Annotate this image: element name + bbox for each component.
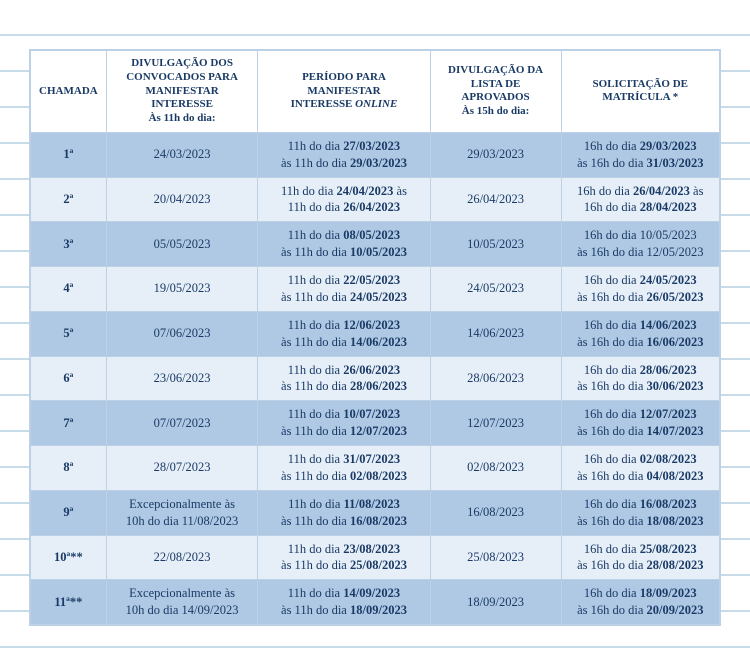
table-row: 6ª23/06/202311h do dia 26/06/2023às 11h …: [31, 356, 720, 401]
table-body: 1ª24/03/202311h do dia 27/03/2023às 11h …: [31, 132, 720, 624]
header-label: DIVULGAÇÃO DA: [448, 64, 543, 76]
header-label: APROVADOS: [461, 91, 529, 103]
cell-aprovados: 10/05/2023: [430, 222, 561, 267]
table-row: 11ª**Excepcionalmente às10h do dia 14/09…: [31, 580, 720, 625]
cell-matricula: 16h do dia 14/06/2023às 16h do dia 16/06…: [561, 311, 719, 356]
col-divulgacao-convocados: DIVULGAÇÃO DOS CONVOCADOS PARA MANIFESTA…: [106, 51, 258, 133]
cell-aprovados: 02/08/2023: [430, 446, 561, 491]
cell-div-convocados: Excepcionalmente às10h do dia 11/08/2023: [106, 490, 258, 535]
cell-chamada: 1ª: [31, 132, 107, 177]
cell-periodo: 11h do dia 22/05/2023às 11h do dia 24/05…: [258, 267, 430, 312]
header-label: MANIFESTAR: [307, 85, 380, 97]
header-label: SOLICITAÇÃO DE: [593, 78, 688, 90]
table-row: 10ª**22/08/202311h do dia 23/08/2023às 1…: [31, 535, 720, 580]
table-row: 4ª19/05/202311h do dia 22/05/2023às 11h …: [31, 267, 720, 312]
header-label: INTERESSE: [151, 98, 213, 110]
header-label: PERÍODO PARA: [302, 71, 386, 83]
cell-div-convocados: 07/06/2023: [106, 311, 258, 356]
cell-matricula: 16h do dia 12/07/2023às 16h do dia 14/07…: [561, 401, 719, 446]
cell-aprovados: 28/06/2023: [430, 356, 561, 401]
table-row: 3ª05/05/202311h do dia 08/05/2023às 11h …: [31, 222, 720, 267]
cell-aprovados: 26/04/2023: [430, 177, 561, 222]
cell-periodo: 11h do dia 11/08/2023às 11h do dia 16/08…: [258, 490, 430, 535]
table-row: 9ªExcepcionalmente às10h do dia 11/08/20…: [31, 490, 720, 535]
cell-matricula: 16h do dia 16/08/2023às 16h do dia 18/08…: [561, 490, 719, 535]
cell-matricula: 16h do dia 29/03/2023às 16h do dia 31/03…: [561, 132, 719, 177]
cell-chamada: 2ª: [31, 177, 107, 222]
cell-aprovados: 16/08/2023: [430, 490, 561, 535]
cell-div-convocados: 28/07/2023: [106, 446, 258, 491]
table-header: CHAMADA DIVULGAÇÃO DOS CONVOCADOS PARA M…: [31, 51, 720, 133]
cell-matricula: 16h do dia 10/05/2023às 16h do dia 12/05…: [561, 222, 719, 267]
cell-matricula: 16h do dia 28/06/2023às 16h do dia 30/06…: [561, 356, 719, 401]
cell-periodo: 11h do dia 26/06/2023às 11h do dia 28/06…: [258, 356, 430, 401]
header-label: Às 11h do dia:: [149, 112, 216, 124]
header-label: Às 15h do dia:: [462, 105, 530, 117]
cell-div-convocados: 24/03/2023: [106, 132, 258, 177]
cell-chamada: 9ª: [31, 490, 107, 535]
cell-aprovados: 12/07/2023: [430, 401, 561, 446]
header-label: INTERESSE: [291, 98, 356, 110]
col-solicitacao: SOLICITAÇÃO DE MATRÍCULA *: [561, 51, 719, 133]
cell-periodo: 11h do dia 08/05/2023às 11h do dia 10/05…: [258, 222, 430, 267]
cell-matricula: 16h do dia 25/08/2023às 16h do dia 28/08…: [561, 535, 719, 580]
col-divulgacao-aprovados: DIVULGAÇÃO DA LISTA DE APROVADOS Às 15h …: [430, 51, 561, 133]
cell-periodo: 11h do dia 23/08/2023às 11h do dia 25/08…: [258, 535, 430, 580]
cell-matricula: 16h do dia 24/05/2023às 16h do dia 26/05…: [561, 267, 719, 312]
cell-aprovados: 18/09/2023: [430, 580, 561, 625]
cell-div-convocados: 19/05/2023: [106, 267, 258, 312]
cell-aprovados: 14/06/2023: [430, 311, 561, 356]
cell-div-convocados: 22/08/2023: [106, 535, 258, 580]
cell-chamada: 3ª: [31, 222, 107, 267]
header-label: DIVULGAÇÃO DOS: [131, 57, 233, 69]
cell-chamada: 10ª**: [31, 535, 107, 580]
header-label: CHAMADA: [39, 85, 98, 97]
table-row: 8ª28/07/202311h do dia 31/07/2023às 11h …: [31, 446, 720, 491]
table-row: 2ª20/04/202311h do dia 24/04/2023 às11h …: [31, 177, 720, 222]
cell-div-convocados: 23/06/2023: [106, 356, 258, 401]
header-label: LISTA DE: [471, 78, 521, 90]
header-label: MATRÍCULA *: [602, 91, 678, 103]
cell-chamada: 6ª: [31, 356, 107, 401]
cell-div-convocados: Excepcionalmente às10h do dia 14/09/2023: [106, 580, 258, 625]
cell-periodo: 11h do dia 14/09/2023às 11h do dia 18/09…: [258, 580, 430, 625]
cell-div-convocados: 20/04/2023: [106, 177, 258, 222]
table-row: 7ª07/07/202311h do dia 10/07/2023às 11h …: [31, 401, 720, 446]
header-label: MANIFESTAR: [146, 85, 219, 97]
cell-periodo: 11h do dia 27/03/2023às 11h do dia 29/03…: [258, 132, 430, 177]
cell-periodo: 11h do dia 12/06/2023às 11h do dia 14/06…: [258, 311, 430, 356]
header-label: CONVOCADOS PARA: [126, 71, 238, 83]
cell-periodo: 11h do dia 24/04/2023 às11h do dia 26/04…: [258, 177, 430, 222]
header-label-italic: ONLINE: [355, 98, 397, 110]
cell-chamada: 7ª: [31, 401, 107, 446]
cell-div-convocados: 07/07/2023: [106, 401, 258, 446]
cell-chamada: 5ª: [31, 311, 107, 356]
col-periodo: PERÍODO PARA MANIFESTAR INTERESSE ONLINE: [258, 51, 430, 133]
schedule-table: CHAMADA DIVULGAÇÃO DOS CONVOCADOS PARA M…: [30, 50, 720, 625]
cell-matricula: 16h do dia 26/04/2023 às16h do dia 28/04…: [561, 177, 719, 222]
cell-chamada: 8ª: [31, 446, 107, 491]
cell-aprovados: 24/05/2023: [430, 267, 561, 312]
table-row: 1ª24/03/202311h do dia 27/03/2023às 11h …: [31, 132, 720, 177]
schedule-table-container: CHAMADA DIVULGAÇÃO DOS CONVOCADOS PARA M…: [0, 0, 750, 665]
cell-aprovados: 29/03/2023: [430, 132, 561, 177]
cell-chamada: 4ª: [31, 267, 107, 312]
cell-matricula: 16h do dia 02/08/2023às 16h do dia 04/08…: [561, 446, 719, 491]
cell-aprovados: 25/08/2023: [430, 535, 561, 580]
cell-chamada: 11ª**: [31, 580, 107, 625]
cell-periodo: 11h do dia 10/07/2023às 11h do dia 12/07…: [258, 401, 430, 446]
cell-div-convocados: 05/05/2023: [106, 222, 258, 267]
table-row: 5ª07/06/202311h do dia 12/06/2023às 11h …: [31, 311, 720, 356]
cell-matricula: 16h do dia 18/09/2023às 16h do dia 20/09…: [561, 580, 719, 625]
col-chamada: CHAMADA: [31, 51, 107, 133]
cell-periodo: 11h do dia 31/07/2023às 11h do dia 02/08…: [258, 446, 430, 491]
